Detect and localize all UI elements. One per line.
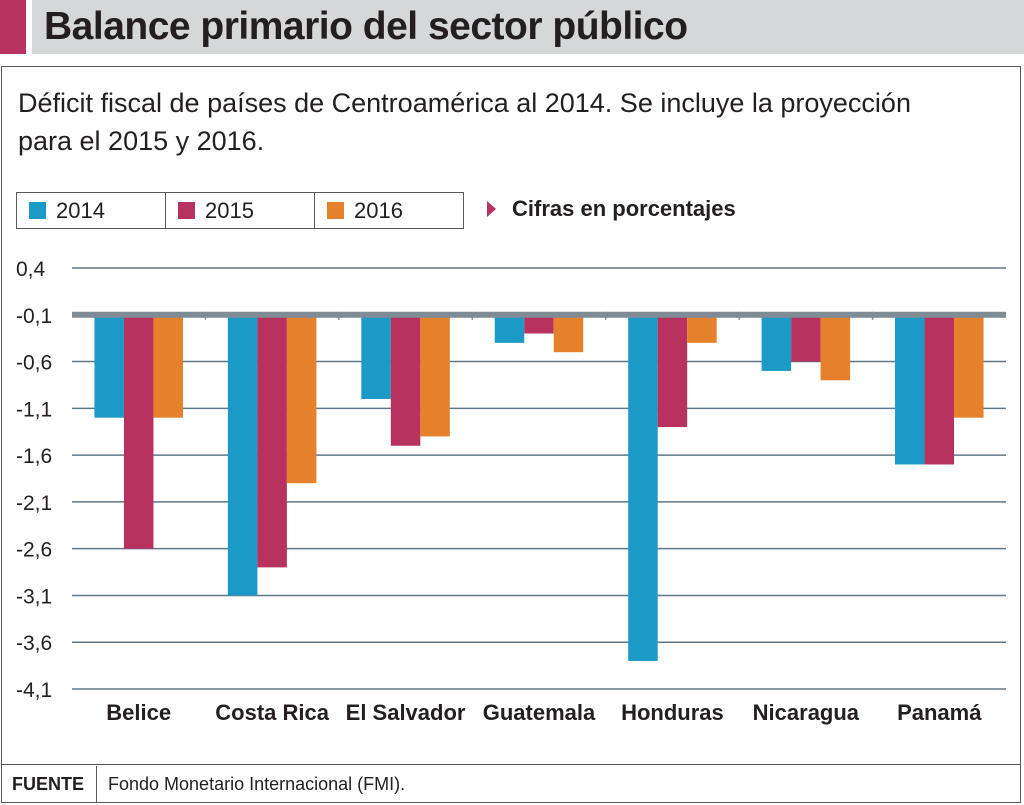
chart-title: Balance primario del sector público bbox=[44, 5, 688, 48]
bar bbox=[494, 314, 525, 343]
source-text: Fondo Monetario Internacional (FMI). bbox=[108, 774, 406, 794]
legend-swatch bbox=[178, 202, 195, 219]
unit-note-text: Cifras en porcentajes bbox=[512, 196, 736, 221]
title-bar: Balance primario del sector público bbox=[0, 0, 1024, 58]
legend-label: 2016 bbox=[354, 197, 403, 223]
bar-chart: 0,4 -0,1 -0,6 -1,1 -1,6 -2,1 -2,6 -3,1 -3,6 -4,1 B… bbox=[16, 258, 1006, 725]
x-tick-label: Costa Rica bbox=[215, 700, 329, 725]
x-tick-label: Panamá bbox=[897, 700, 982, 725]
triangle-right-icon bbox=[487, 201, 496, 217]
bar bbox=[227, 314, 258, 596]
title-accent bbox=[0, 0, 26, 54]
y-tick-label: -4,1 bbox=[16, 679, 52, 702]
source-separator bbox=[96, 766, 97, 803]
bar bbox=[820, 314, 851, 381]
chart-frame bbox=[1, 66, 1021, 803]
bar bbox=[524, 314, 554, 334]
bar bbox=[257, 314, 287, 568]
legend-swatch bbox=[327, 202, 344, 219]
bar bbox=[286, 314, 317, 484]
bar bbox=[390, 314, 421, 446]
x-tick-label: El Salvador bbox=[346, 700, 466, 725]
y-tick-label: -1,6 bbox=[16, 445, 52, 468]
y-tick-label: -0,1 bbox=[16, 305, 52, 328]
bar bbox=[791, 314, 821, 362]
unit-note: Cifras en porcentajes bbox=[487, 196, 736, 222]
bar bbox=[153, 314, 183, 418]
y-tick-label: -3,6 bbox=[16, 632, 52, 655]
y-tick-label: -1,1 bbox=[16, 398, 52, 421]
source-label: FUENTE bbox=[12, 774, 84, 794]
chart-subtitle: Déficit fiscal de países de Centroaméric… bbox=[18, 88, 911, 156]
x-tick-label: Nicaragua bbox=[753, 700, 860, 725]
legend: 2014 2015 2016 bbox=[16, 192, 464, 229]
legend-swatch bbox=[29, 202, 46, 219]
bar bbox=[123, 314, 154, 549]
bar bbox=[895, 314, 925, 465]
legend-label: 2015 bbox=[205, 197, 254, 223]
bar bbox=[628, 314, 658, 661]
bar bbox=[94, 314, 124, 418]
bar bbox=[361, 314, 391, 399]
y-tick-label: -2,6 bbox=[16, 539, 52, 562]
y-tick-label: 0,4 bbox=[16, 258, 46, 281]
bar bbox=[954, 314, 984, 418]
bar bbox=[553, 314, 584, 353]
x-tick-label: Guatemala bbox=[483, 700, 596, 725]
legend-label: 2014 bbox=[56, 197, 105, 223]
baseline-axis bbox=[72, 311, 1006, 318]
bar bbox=[924, 314, 955, 465]
bar bbox=[420, 314, 450, 437]
bar bbox=[657, 314, 688, 428]
legend-item-2015: 2015 bbox=[166, 193, 315, 228]
y-tick-label: -3,1 bbox=[16, 585, 52, 608]
bar bbox=[687, 314, 717, 343]
bar bbox=[761, 314, 792, 371]
legend-item-2016: 2016 bbox=[315, 193, 463, 228]
y-tick-label: -0,6 bbox=[16, 352, 52, 375]
y-tick-label: -2,1 bbox=[16, 492, 52, 515]
x-tick-label: Belice bbox=[106, 700, 171, 725]
legend-item-2014: 2014 bbox=[17, 193, 166, 228]
source-divider bbox=[1, 764, 1021, 765]
title-band bbox=[32, 0, 1024, 54]
x-tick-label: Honduras bbox=[621, 700, 724, 725]
